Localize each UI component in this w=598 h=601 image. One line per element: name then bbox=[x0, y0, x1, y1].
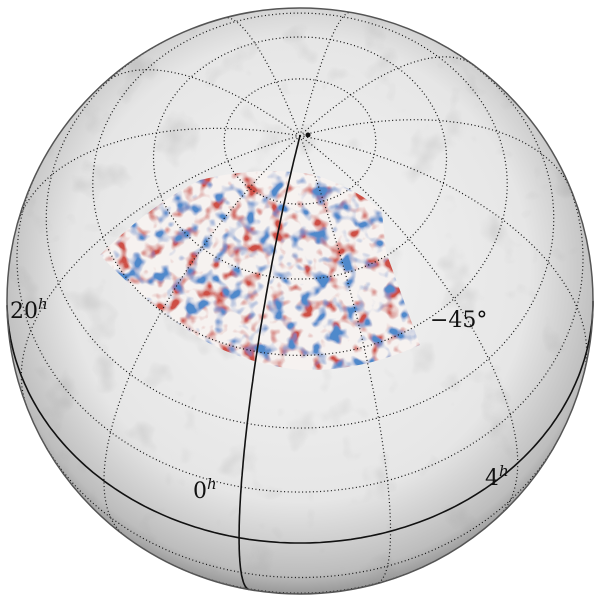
ra-unit: h bbox=[207, 475, 217, 493]
pole bbox=[306, 133, 311, 138]
ra-hour: 0 bbox=[193, 479, 207, 504]
ra-unit: h bbox=[38, 295, 48, 313]
ra-unit: h bbox=[499, 462, 509, 480]
ra-hour: 4 bbox=[485, 466, 499, 491]
dec-label: −45° bbox=[430, 308, 487, 333]
sky-map: 20h 0h 4h −45° bbox=[0, 0, 598, 601]
ra-hour: 20 bbox=[10, 299, 38, 324]
